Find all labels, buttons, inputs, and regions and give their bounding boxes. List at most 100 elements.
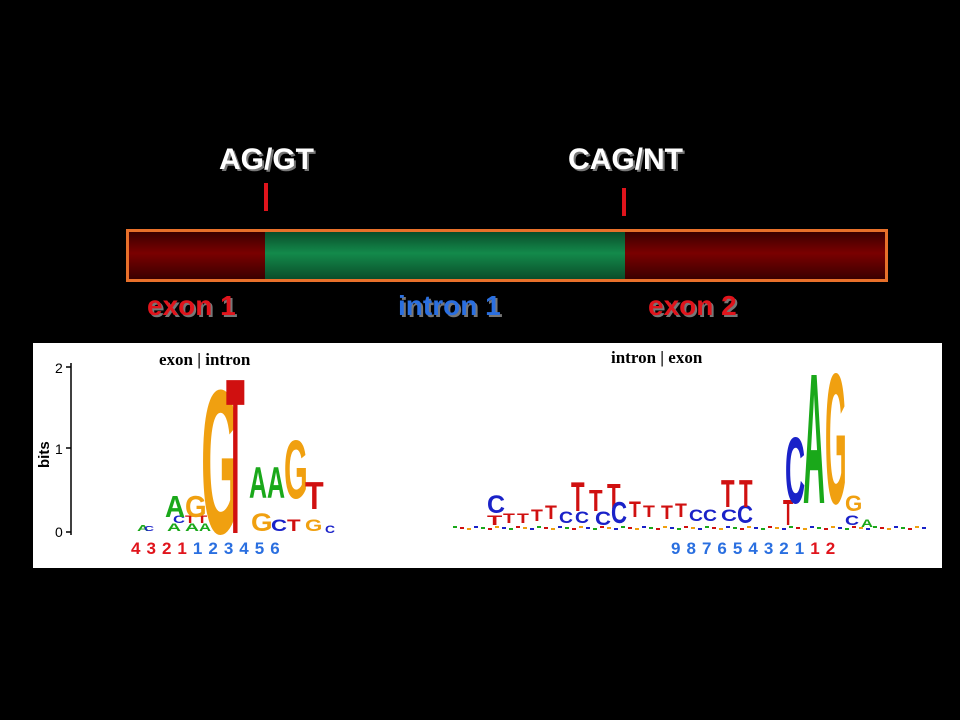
position-number: 4: [131, 539, 141, 558]
logo-speck: [600, 526, 604, 528]
logo-speck: [516, 526, 520, 528]
exon-2-label: exon 2: [648, 290, 737, 321]
logo-speck: [614, 528, 618, 530]
position-number: 1: [177, 539, 187, 558]
logo-speck: [474, 526, 478, 528]
logo-letter: C: [173, 514, 185, 527]
logo-speck: [523, 527, 527, 529]
position-number: 5: [732, 539, 743, 558]
position-number: 4: [748, 539, 758, 558]
logo-speck: [866, 528, 870, 530]
logo-speck: [635, 528, 639, 530]
logo-speck: [621, 526, 625, 528]
logo-speck: [586, 527, 590, 529]
logo-speck: [824, 528, 828, 530]
sequence-logo-graphic: 2 1 0 bits exon | intron intron | exon A…: [36, 343, 926, 568]
logo-speck: [642, 526, 646, 528]
position-number: 9: [671, 539, 681, 558]
logo-letter: C: [611, 496, 627, 530]
logo-speck: [663, 526, 667, 528]
logo-speck: [726, 526, 730, 528]
logo-letter: C: [595, 508, 611, 529]
logo-letter: G: [305, 517, 322, 536]
logo-speck: [810, 526, 814, 528]
logo-speck: [733, 527, 737, 529]
logo-speck: [649, 527, 653, 529]
logo-speck: [558, 526, 562, 528]
logo-speck: [502, 527, 506, 529]
logo-speck: [488, 528, 492, 530]
logo-letter: A: [199, 522, 211, 535]
position-number: 2: [825, 539, 836, 558]
y-tick-1: 1: [55, 441, 63, 457]
logo-letter: T: [287, 517, 301, 536]
logo-letter: G: [825, 343, 847, 544]
logo-letter: C: [575, 508, 589, 526]
logo-speck: [915, 526, 919, 528]
y-tick-2: 2: [55, 360, 63, 376]
position-number: 1: [810, 539, 820, 558]
logo-speck: [782, 528, 786, 530]
position-number: 6: [717, 539, 727, 558]
logo-speck: [852, 526, 856, 528]
logo-letter: C: [721, 507, 737, 526]
logo-letter: A: [267, 457, 285, 508]
logo-letter: G: [201, 347, 240, 568]
position-number: 1: [192, 539, 203, 558]
logo-letter: T: [739, 471, 753, 515]
logo-letter: A: [803, 343, 825, 543]
position-number: 2: [161, 539, 172, 558]
logo-speck: [831, 526, 835, 528]
logo-letter: T: [226, 343, 245, 568]
logo-speck: [481, 527, 485, 529]
logo-speck: [509, 528, 513, 530]
logo-letter: T: [589, 484, 603, 518]
sequence-logo-panel: 2 1 0 bits exon | intron intron | exon A…: [33, 343, 942, 568]
logo-letter: C: [737, 502, 753, 529]
position-number: 2: [208, 539, 218, 558]
y-tick-0: 0: [55, 524, 63, 540]
logo-speck: [460, 527, 464, 529]
logo-letter: T: [675, 500, 687, 522]
logo-speck: [740, 528, 744, 530]
logo-letter: T: [305, 475, 324, 518]
logo-speck: [530, 528, 534, 530]
logo-speck: [901, 527, 905, 529]
logo-letter: C: [144, 525, 154, 533]
gene-structure-bar: [126, 229, 888, 282]
logo-letter: G: [845, 491, 862, 516]
logo-speck: [845, 528, 849, 530]
logo-speck: [656, 528, 660, 530]
donor-site-label: AG/GT: [219, 143, 314, 176]
logo-letter: C: [785, 418, 805, 524]
logo-speck: [565, 527, 569, 529]
logo-speck: [467, 528, 471, 530]
logo-letter: T: [783, 493, 793, 533]
exon-1-label: exon 1: [147, 290, 236, 321]
logo-letter: C: [845, 513, 859, 529]
position-number: 3: [223, 539, 234, 558]
logo-speck: [698, 528, 702, 530]
logo-letter: A: [861, 518, 873, 531]
logo-speck: [712, 527, 716, 529]
logo-speck: [677, 528, 681, 530]
logo-speck: [705, 526, 709, 528]
logo-letter: C: [689, 506, 703, 524]
logo-letter: T: [643, 502, 655, 520]
intron-1-label: intron 1: [398, 290, 501, 321]
donor-site-marker: [264, 183, 268, 211]
position-number: 3: [763, 539, 774, 558]
acceptor-site-label: CAG/NT: [568, 143, 683, 176]
logo-letter: A: [249, 457, 267, 508]
logo-speck: [768, 526, 772, 528]
logo-speck: [761, 528, 765, 530]
exon-2-segment: [625, 232, 885, 279]
logo-letter: A: [165, 491, 185, 524]
logo-speck: [691, 527, 695, 529]
y-axis-label: bits: [36, 441, 53, 468]
logo-speck: [838, 527, 842, 529]
left-logo-title: exon | intron: [159, 350, 251, 369]
logo-speck: [908, 528, 912, 530]
